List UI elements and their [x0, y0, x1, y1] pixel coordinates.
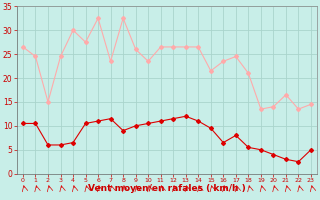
X-axis label: Vent moyen/en rafales ( km/h ): Vent moyen/en rafales ( km/h ) [88, 184, 246, 193]
